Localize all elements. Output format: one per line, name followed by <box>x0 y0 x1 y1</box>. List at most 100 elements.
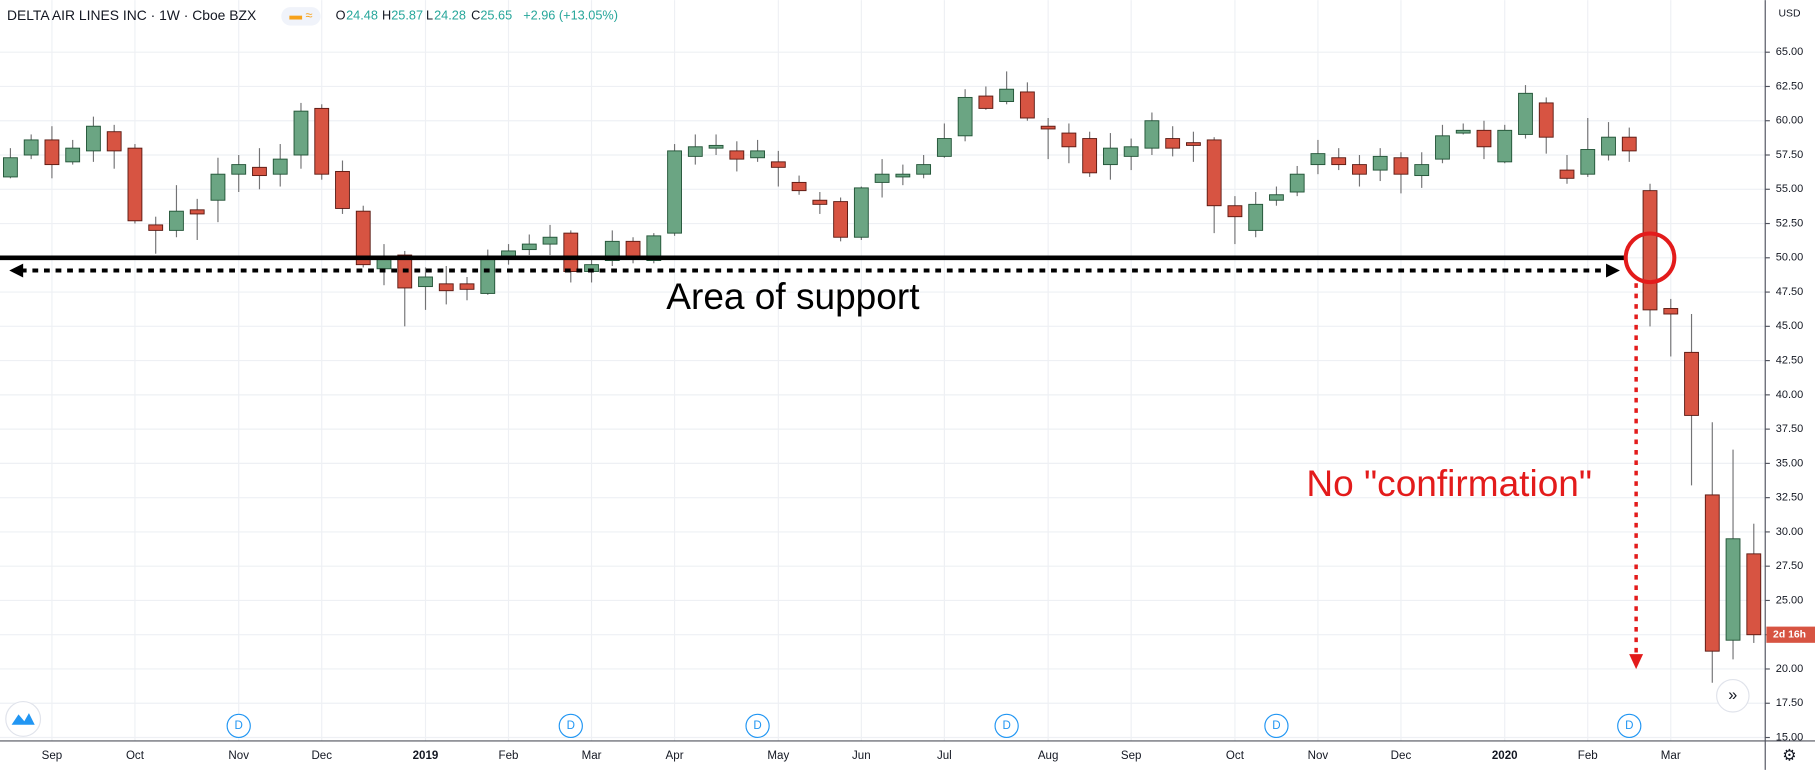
event-label: D <box>235 720 243 732</box>
x-tick-label: Sep <box>42 750 63 762</box>
y-tick-label: 27.50 <box>1776 560 1804 572</box>
candle-up <box>853 187 869 238</box>
candle-down <box>148 224 164 231</box>
x-tick-label: May <box>767 750 789 762</box>
header: DELTA AIR LINES INC · 1W · Cboe BZX ▬ ≈ … <box>7 7 618 26</box>
arrow-head-left <box>9 263 24 278</box>
candle-up <box>667 150 682 234</box>
candle-up <box>1102 147 1118 166</box>
candle-up <box>272 158 288 175</box>
open-value: 24.48 <box>346 8 378 23</box>
annotations: Area of support No "confirmation" <box>0 231 1677 670</box>
x-tick-label: Dec <box>1391 750 1412 762</box>
symbol: DELTA AIR LINES INC · 1W · Cboe BZX <box>7 7 256 23</box>
candle-up <box>1435 135 1450 160</box>
candle-down <box>1476 129 1492 148</box>
candle-down <box>335 170 350 209</box>
candle-up <box>65 147 81 163</box>
candle-up <box>231 164 247 175</box>
confirmation-label: No "confirmation" <box>1306 462 1592 504</box>
event-marker <box>226 713 251 739</box>
open-label: O <box>336 8 346 23</box>
candle-down <box>44 139 60 166</box>
candle-down <box>1227 205 1243 218</box>
candle-up <box>418 276 433 288</box>
candle-up <box>999 88 1015 103</box>
event-label: D <box>567 720 575 732</box>
candle-up <box>169 210 184 231</box>
candle-down <box>1019 91 1035 119</box>
x-tick-label: Jun <box>852 750 871 762</box>
candle-down <box>314 107 330 175</box>
close-label: C <box>471 8 480 23</box>
candle-up <box>1580 149 1596 175</box>
candle-up <box>1269 194 1284 201</box>
low-value: 24.28 <box>434 8 466 23</box>
y-tick-label: 55.00 <box>1776 183 1804 195</box>
candle-up <box>750 150 765 159</box>
high-value: 25.87 <box>391 8 423 23</box>
close-value: 25.65 <box>480 8 512 23</box>
candle-down <box>1704 494 1720 652</box>
candle-up <box>1123 146 1139 157</box>
y-tick-label: 52.50 <box>1776 217 1804 229</box>
candle-up <box>210 173 226 201</box>
candle-up <box>874 173 890 183</box>
price-tag <box>1766 626 1815 643</box>
event-label: D <box>753 720 761 732</box>
x-tick-label: Nov <box>1308 750 1329 762</box>
x-tick-label: Mar <box>1661 750 1681 762</box>
event-marker <box>1264 713 1289 739</box>
candle-up <box>936 138 952 157</box>
candle-up <box>916 164 932 175</box>
candle-down <box>459 283 475 290</box>
x-tick-label: 2019 <box>413 750 439 762</box>
y-tick-label: 30.00 <box>1776 526 1804 538</box>
settings-icon[interactable]: ⚙ <box>1782 746 1797 764</box>
candle-down <box>355 210 371 266</box>
scroll-button[interactable]: » <box>1716 679 1750 713</box>
y-tick-label: 37.50 <box>1776 423 1804 435</box>
event-label: D <box>1272 720 1280 732</box>
candle-up <box>3 157 18 178</box>
currency: USD <box>1779 9 1801 20</box>
y-tick-label: 40.00 <box>1776 389 1804 401</box>
logo-icon <box>11 713 35 725</box>
x-tick-label: Nov <box>228 750 249 762</box>
y-tick-label: 62.50 <box>1776 80 1804 92</box>
event-marker <box>994 713 1019 739</box>
y-tick-label: 35.00 <box>1776 457 1804 469</box>
candle-down <box>1538 102 1554 138</box>
event-marker <box>745 713 770 739</box>
high-label: H <box>382 8 391 23</box>
candle-down <box>833 201 849 238</box>
indicator-toggle[interactable] <box>281 7 321 26</box>
candle-down <box>563 232 579 272</box>
tv-logo[interactable] <box>5 701 42 737</box>
candle-down <box>127 147 143 222</box>
axes: 15.0017.5020.0022.5025.0027.5030.0032.50… <box>42 46 1815 762</box>
indicator-icon: ▬ ≈ <box>289 8 312 23</box>
x-tick-label: Feb <box>1578 750 1598 762</box>
support-label: Area of support <box>666 275 920 317</box>
candle-down <box>1186 142 1201 146</box>
scroll-icon: » <box>1728 686 1737 704</box>
candle-down <box>791 181 807 192</box>
y-tick-label: 42.50 <box>1776 355 1804 367</box>
candle-up <box>1372 155 1388 171</box>
scroll-circle <box>1716 679 1750 713</box>
candle-up <box>687 146 703 157</box>
x-tick-label: Aug <box>1038 750 1059 762</box>
candle-down <box>106 131 122 152</box>
candle-up <box>708 144 724 149</box>
candle-up <box>293 110 309 156</box>
candle-up <box>1414 164 1430 177</box>
candle-down <box>1559 169 1575 179</box>
candle-up <box>542 236 558 245</box>
candle-up <box>1455 129 1471 134</box>
y-tick-label: 15.00 <box>1776 731 1804 743</box>
candle-up <box>86 125 101 152</box>
candle-down <box>189 209 205 215</box>
event-label: D <box>1002 720 1010 732</box>
